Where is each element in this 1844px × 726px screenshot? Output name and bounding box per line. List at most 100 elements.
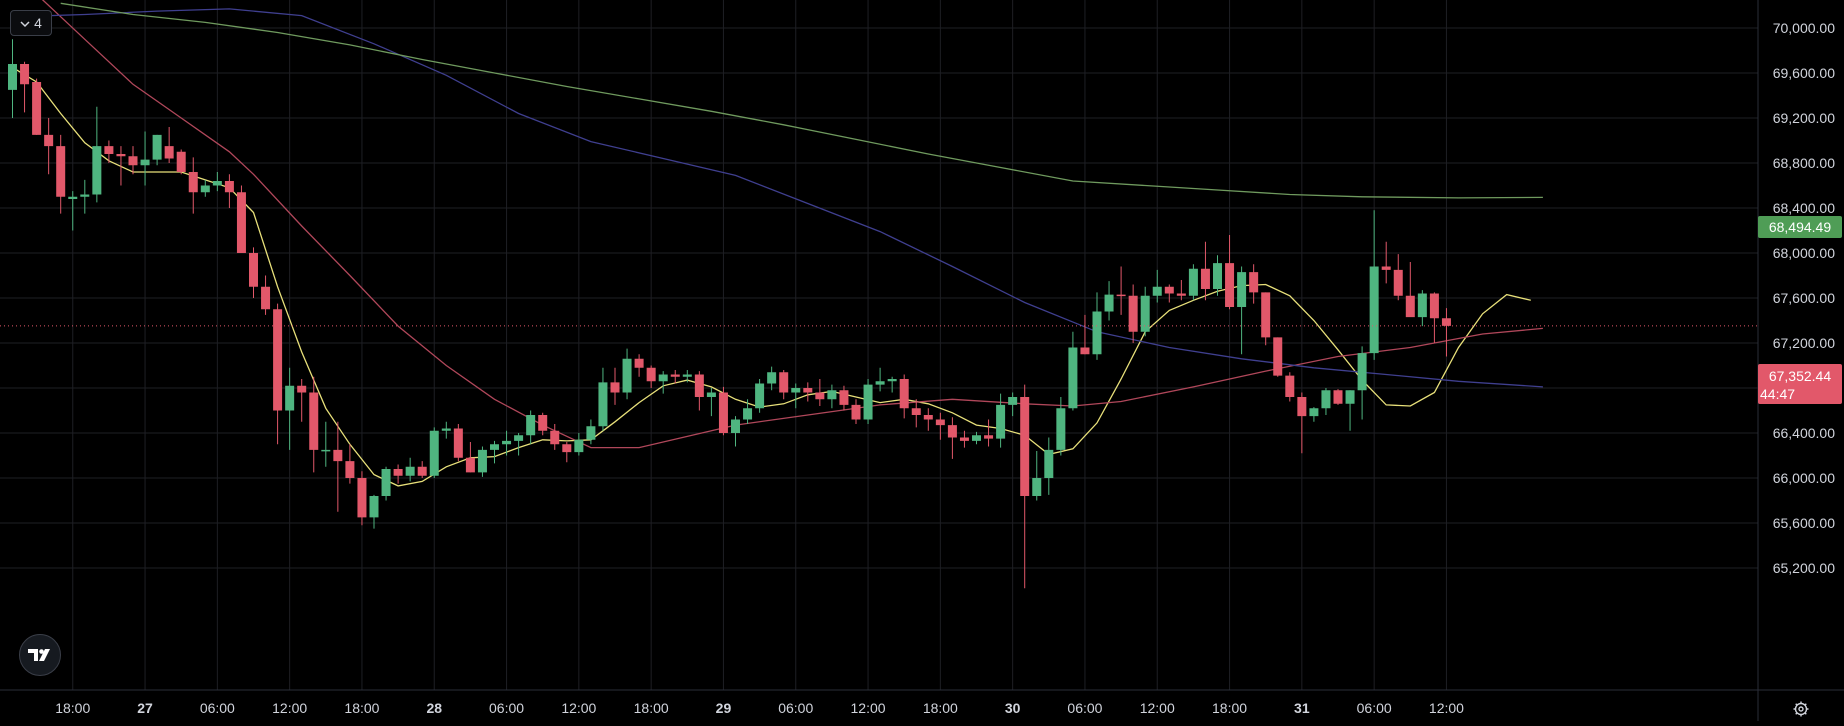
candle: [1309, 407, 1319, 422]
last-price-label: 67,352.44 44:47: [1758, 364, 1842, 404]
candle-body: [586, 426, 596, 440]
candle: [1104, 281, 1114, 321]
candle-body: [1309, 408, 1319, 417]
y-tick-label: 70,000.00: [1773, 20, 1835, 36]
candle-body: [574, 439, 584, 453]
candle-body: [417, 466, 427, 476]
candle-body: [827, 390, 837, 400]
candle: [1032, 451, 1042, 501]
candle-body: [1140, 295, 1150, 332]
candle: [1417, 290, 1427, 327]
candle-body: [1176, 293, 1186, 296]
candle: [477, 446, 487, 477]
candle: [526, 410, 536, 445]
candle-body: [477, 449, 487, 473]
candle-body: [1225, 263, 1235, 307]
candle-body: [959, 437, 969, 441]
candle-body: [393, 469, 403, 476]
candle-body: [1008, 397, 1018, 405]
candle-body: [996, 404, 1006, 439]
candle-body: [1104, 294, 1114, 312]
candle-body: [56, 146, 66, 197]
candle-body: [1044, 449, 1054, 478]
candle-body: [490, 444, 499, 450]
candle: [297, 379, 307, 422]
candle-body: [321, 449, 331, 452]
candle: [441, 421, 451, 439]
x-tick-label: 18:00: [55, 700, 90, 716]
candle-body: [1056, 408, 1066, 450]
candle: [357, 471, 367, 526]
candle-body: [526, 415, 536, 436]
candle-body: [1381, 266, 1391, 270]
candle-body: [1261, 292, 1271, 338]
candle-body: [441, 428, 451, 431]
x-tick-label: 12:00: [1140, 700, 1175, 716]
candle-body: [381, 469, 391, 496]
x-tick-label: 12:00: [851, 700, 886, 716]
candle-body: [502, 440, 512, 445]
candle: [1261, 292, 1271, 346]
candle: [1273, 337, 1283, 377]
candle: [1429, 292, 1439, 343]
y-tick-label: 65,200.00: [1773, 560, 1835, 576]
candle-body: [333, 449, 343, 462]
candle-body: [188, 172, 198, 193]
candle-body: [1164, 286, 1174, 294]
candle-body: [1333, 390, 1343, 404]
candle-body: [670, 374, 680, 377]
candle: [1200, 241, 1210, 301]
candle: [1345, 390, 1355, 431]
candle-body: [1417, 293, 1427, 318]
candle: [1333, 389, 1343, 405]
candle-body: [1369, 266, 1379, 354]
candle-body: [249, 253, 258, 287]
candle: [863, 379, 873, 424]
candle-body: [947, 425, 957, 438]
y-tick-label: 68,400.00: [1773, 200, 1835, 216]
candle: [887, 376, 897, 393]
candle: [646, 365, 656, 388]
candle-body: [743, 408, 753, 420]
candle-body: [731, 419, 740, 433]
candle: [176, 149, 186, 175]
candle: [706, 388, 716, 417]
candle: [743, 399, 753, 424]
candle: [610, 367, 620, 405]
y-tick-label: 69,600.00: [1773, 65, 1835, 81]
last-price-text: 67,352.44: [1769, 368, 1831, 384]
candle: [670, 370, 680, 384]
candle: [273, 303, 283, 445]
candles: [8, 39, 1451, 589]
candle: [550, 424, 560, 450]
candle-body: [718, 392, 728, 433]
candle-body: [1321, 390, 1331, 409]
tradingview-logo-icon: [28, 649, 50, 661]
chart-settings-button[interactable]: [1790, 698, 1812, 720]
candle: [1068, 331, 1078, 411]
candle-body: [164, 146, 174, 159]
candle-body: [911, 408, 921, 415]
candle-body: [80, 194, 90, 197]
candle: [502, 430, 512, 456]
candle: [755, 379, 765, 413]
gear-icon: [1793, 701, 1809, 717]
candle: [538, 412, 548, 436]
candle-body: [1357, 353, 1367, 391]
candle-body: [658, 374, 668, 382]
candle-body: [791, 388, 801, 393]
indicator-toggle-button[interactable]: 4: [10, 10, 52, 36]
candle-body: [646, 367, 656, 382]
candle: [8, 39, 17, 118]
x-tick-label: 06:00: [1357, 700, 1392, 716]
candle: [1441, 308, 1451, 357]
candle: [224, 174, 234, 208]
ma-line-ma-mid: [41, 0, 1543, 449]
candle: [104, 140, 114, 163]
candle: [140, 131, 150, 186]
tradingview-logo[interactable]: [19, 634, 61, 676]
candle-body: [1405, 295, 1415, 318]
candle: [381, 466, 391, 501]
